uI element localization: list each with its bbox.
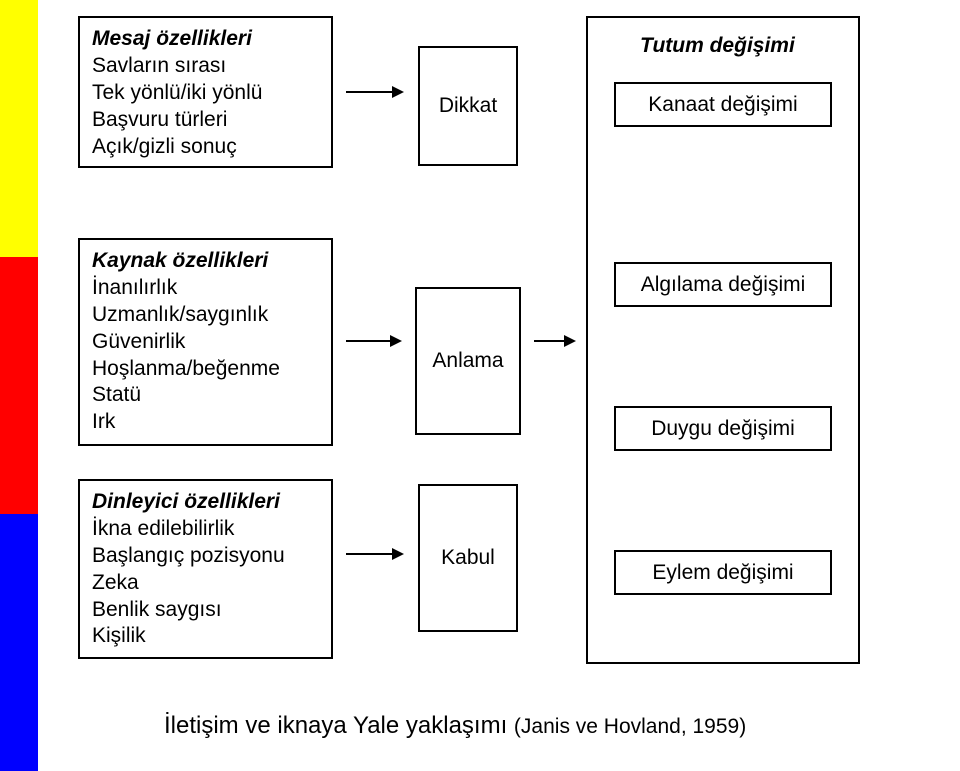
box-kaynak-line: Irk [92,409,319,436]
box-dinleyici-line: İkna edilebilirlik [92,516,319,543]
box-algilama-label: Algılama değişimi [641,273,806,297]
caption-main: İletişim ve iknaya Yale yaklaşımı [164,712,514,739]
box-mesaj-line: Açık/gizli sonuç [92,134,319,161]
stage-dikkat: Dikkat [418,46,518,166]
box-dinleyici-line: Başlangıç pozisyonu [92,543,319,570]
box-kaynak-title: Kaynak özellikleri [92,248,319,275]
box-mesaj-line: Tek yönlü/iki yönlü [92,80,319,107]
box-eylem-label: Eylem değişimi [652,561,793,585]
box-eylem: Eylem değişimi [614,550,832,595]
caption: İletişim ve iknaya Yale yaklaşımı (Janis… [164,712,746,740]
caption-paren: (Janis ve Hovland, 1959) [514,715,746,738]
arrow-icon [534,340,574,342]
stripe-red [0,257,38,514]
box-dinleyici-line: Kişilik [92,623,319,650]
arrow-icon [346,553,402,555]
box-dinleyici-line: Benlik saygısı [92,597,319,624]
box-dinleyici-line: Zeka [92,570,319,597]
box-kaynak: Kaynak özellikleri İnanılırlık Uzmanlık/… [78,238,333,446]
box-kaynak-line: Statü [92,382,319,409]
box-mesaj-line: Başvuru türleri [92,107,319,134]
stage-anlama: Anlama [415,287,521,435]
arrow-icon [346,340,400,342]
stripe-yellow [0,0,38,257]
box-mesaj-line: Savların sırası [92,53,319,80]
sidebar-stripes [0,0,38,771]
box-dinleyici-title: Dinleyici özellikleri [92,489,319,516]
box-kaynak-line: Güvenirlik [92,329,319,356]
box-kanaat-label: Kanaat değişimi [648,93,797,117]
box-kaynak-line: İnanılırlık [92,275,319,302]
box-duygu: Duygu değişimi [614,406,832,451]
stripe-blue [0,514,38,771]
box-mesaj: Mesaj özellikleri Savların sırası Tek yö… [78,16,333,168]
diagram-canvas: Mesaj özellikleri Savların sırası Tek yö… [0,0,960,771]
arrow-icon [346,91,402,93]
box-mesaj-title: Mesaj özellikleri [92,26,319,53]
box-kaynak-line: Uzmanlık/saygınlık [92,302,319,329]
box-algilama: Algılama değişimi [614,262,832,307]
box-dinleyici: Dinleyici özellikleri İkna edilebilirlik… [78,479,333,659]
tutum-header: Tutum değişimi [640,34,795,58]
stage-anlama-label: Anlama [432,349,503,373]
stage-dikkat-label: Dikkat [439,94,497,118]
box-kaynak-line: Hoşlanma/beğenme [92,356,319,383]
stage-kabul: Kabul [418,484,518,632]
box-kanaat: Kanaat değişimi [614,82,832,127]
stage-kabul-label: Kabul [441,546,495,570]
box-duygu-label: Duygu değişimi [651,417,795,441]
